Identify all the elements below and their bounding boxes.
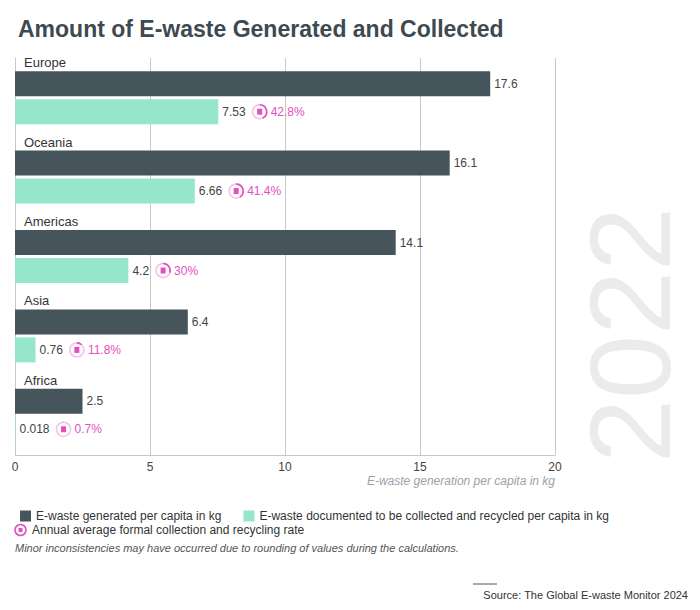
svg-text:Minor inconsistencies may have: Minor inconsistencies may have occurred … xyxy=(15,542,459,554)
svg-text:Amount of E-waste Generated an: Amount of E-waste Generated and Collecte… xyxy=(18,16,504,42)
svg-text:4.2: 4.2 xyxy=(132,264,149,278)
svg-text:E-waste documented to be colle: E-waste documented to be collected and r… xyxy=(259,509,609,523)
svg-text:0: 0 xyxy=(12,460,19,474)
svg-text:0.018: 0.018 xyxy=(19,422,49,436)
svg-text:17.6: 17.6 xyxy=(494,77,518,91)
svg-text:11.8%: 11.8% xyxy=(88,343,121,357)
svg-text:7.53: 7.53 xyxy=(222,105,246,119)
svg-text:10: 10 xyxy=(278,460,292,474)
svg-text:5: 5 xyxy=(147,460,154,474)
svg-text:Annual average formal collecti: Annual average formal collection and rec… xyxy=(32,523,304,537)
svg-text:2022: 2022 xyxy=(566,207,694,463)
svg-text:6.66: 6.66 xyxy=(199,184,223,198)
svg-text:Oceania: Oceania xyxy=(24,135,73,150)
svg-text:Americas: Americas xyxy=(24,214,79,229)
svg-text:20: 20 xyxy=(548,460,562,474)
svg-text:2.5: 2.5 xyxy=(87,394,104,408)
svg-text:E-waste generation per capita: E-waste generation per capita in kg xyxy=(367,474,555,488)
svg-text:0.76: 0.76 xyxy=(40,343,64,357)
svg-text:0.7%: 0.7% xyxy=(75,422,103,436)
svg-text:Source: The Global E-waste Mon: Source: The Global E-waste Monitor 2024 xyxy=(483,589,688,601)
svg-text:41.4%: 41.4% xyxy=(247,184,281,198)
svg-text:Asia: Asia xyxy=(24,293,50,308)
svg-text:6.4: 6.4 xyxy=(192,315,209,329)
svg-text:Europe: Europe xyxy=(24,55,66,70)
svg-text:15: 15 xyxy=(413,460,427,474)
svg-text:16.1: 16.1 xyxy=(454,156,478,170)
svg-text:E-waste generated per capita i: E-waste generated per capita in kg xyxy=(36,509,221,523)
svg-text:14.1: 14.1 xyxy=(400,236,424,250)
svg-text:30%: 30% xyxy=(174,264,198,278)
svg-text:Africa: Africa xyxy=(24,373,58,388)
svg-text:42.8%: 42.8% xyxy=(271,105,305,119)
